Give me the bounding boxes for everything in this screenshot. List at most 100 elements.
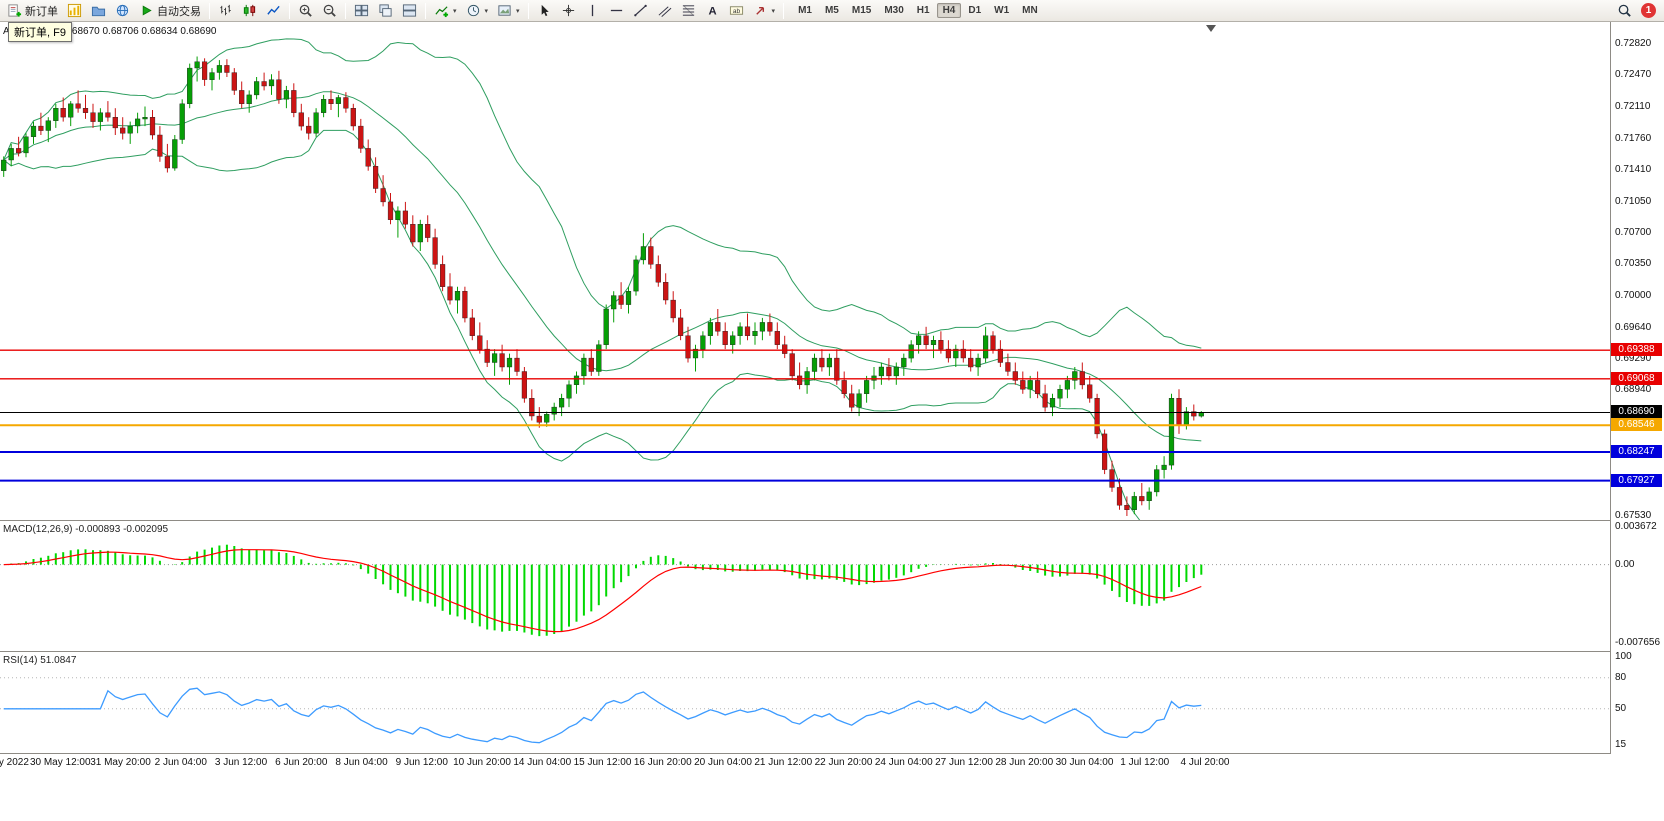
price-axis-label: 0.67530 xyxy=(1615,510,1652,521)
time-axis-label: 8 Jun 04:00 xyxy=(335,757,388,768)
arrows-button[interactable]: ▾ xyxy=(749,1,780,20)
play-icon xyxy=(139,3,154,18)
macd-signal-line xyxy=(3,549,1202,633)
timeframe-H4[interactable]: H4 xyxy=(936,3,962,18)
timeframe-M30[interactable]: M30 xyxy=(884,5,904,16)
timeframe-H1[interactable]: H1 xyxy=(916,5,930,16)
price-axis-label: 0.68940 xyxy=(1615,384,1652,396)
crosshair-button[interactable] xyxy=(557,1,580,20)
tile-horizontal-button[interactable] xyxy=(398,1,421,20)
new-chart-button[interactable] xyxy=(63,1,86,20)
template-image-icon xyxy=(497,3,512,18)
horizontal-line-icon xyxy=(609,3,624,18)
text-button[interactable]: A xyxy=(701,1,724,20)
tile-windows-button[interactable] xyxy=(350,1,373,20)
community-button[interactable] xyxy=(111,1,134,20)
new-order-icon xyxy=(7,3,22,18)
price-tag-0.68690: 0.68690 xyxy=(1611,405,1662,419)
candles[interactable] xyxy=(1,56,1204,517)
price-axis-label: 0.69640 xyxy=(1615,321,1652,333)
cursor-button[interactable] xyxy=(533,1,556,20)
toolbar-separator xyxy=(425,2,426,19)
main-chart-plot[interactable] xyxy=(0,22,1610,520)
periods-button[interactable]: ▾ xyxy=(462,1,493,20)
tile-horizontal-icon xyxy=(402,3,417,18)
svg-text:A: A xyxy=(708,6,716,18)
zoom-in-icon xyxy=(298,3,313,18)
price-axis-label: 0.69290 xyxy=(1615,352,1652,364)
cascade-windows-icon xyxy=(378,3,393,18)
fibonacci-button[interactable] xyxy=(677,1,700,20)
candlestick-icon xyxy=(242,3,257,18)
price-axis-label: 0.71760 xyxy=(1615,132,1652,144)
trendline-button[interactable] xyxy=(629,1,652,20)
time-axis-label: 27 May 2022 xyxy=(0,757,29,768)
macd-axis-label: -0.007656 xyxy=(1615,637,1661,648)
timeframe-D1[interactable]: D1 xyxy=(968,5,982,16)
time-axis-label: 14 Jun 04:00 xyxy=(513,757,572,768)
cursor-arrow-icon xyxy=(537,3,552,18)
chevron-down-icon: ▾ xyxy=(453,7,457,15)
toolbar-separator xyxy=(783,2,785,19)
zoom-in-button[interactable] xyxy=(294,1,317,20)
indicators-button[interactable]: ▾ xyxy=(430,1,461,20)
zoom-out-icon xyxy=(322,3,337,18)
time-axis-label: 22 Jun 20:00 xyxy=(814,757,873,768)
new-order-button[interactable]: 新订单 xyxy=(3,1,62,20)
crosshair-icon xyxy=(561,3,576,18)
rsi-indicator-label: RSI(14) 51.0847 xyxy=(3,655,77,666)
time-axis-label: 31 May 20:00 xyxy=(90,757,151,768)
ohlc-bars-icon xyxy=(218,3,233,18)
time-axis-label: 4 Jul 20:00 xyxy=(1180,757,1230,768)
search-button[interactable] xyxy=(1613,1,1636,20)
toolbar-right-cluster: 1 xyxy=(1613,1,1661,20)
timeframe-M1[interactable]: M1 xyxy=(798,5,812,16)
timeframe-W1[interactable]: W1 xyxy=(994,5,1010,16)
bottom-empty-area xyxy=(0,774,1664,821)
panel-separator[interactable] xyxy=(0,520,1610,521)
rsi-indicator-plot[interactable] xyxy=(0,652,1610,753)
macd-axis-label: 0.003672 xyxy=(1615,521,1657,532)
timeframe-group: M1 M5 M15 M30 H1 H4 D1 W1 MN xyxy=(792,3,1044,18)
text-label-button[interactable]: ab xyxy=(725,1,748,20)
channel-button[interactable] xyxy=(653,1,676,20)
zoom-out-button[interactable] xyxy=(318,1,341,20)
timeframe-M5[interactable]: M5 xyxy=(824,5,839,16)
timeframe-MN[interactable]: MN xyxy=(1022,5,1038,16)
price-axis[interactable]: 0.72820 0.72470 0.72110 0.71760 0.71410 0.710… xyxy=(1611,22,1664,753)
panel-separator[interactable] xyxy=(0,753,1610,754)
time-axis-label: 20 Jun 04:00 xyxy=(694,757,752,768)
bar-chart-button[interactable] xyxy=(214,1,237,20)
timeframe-M15[interactable]: M15 xyxy=(851,5,872,16)
macd-indicator-plot[interactable] xyxy=(0,521,1610,651)
horizontal-line-button[interactable] xyxy=(605,1,628,20)
svg-text:ab: ab xyxy=(732,8,740,15)
time-axis-label: 27 Jun 12:00 xyxy=(935,757,993,768)
vertical-line-button[interactable] xyxy=(581,1,604,20)
panel-separator[interactable] xyxy=(0,651,1610,652)
price-tag-0.68546: 0.68546 xyxy=(1611,418,1662,432)
cascade-windows-button[interactable] xyxy=(374,1,397,20)
time-axis-label: 30 May 12:00 xyxy=(29,757,91,768)
macd-histogram xyxy=(10,544,1203,637)
notification-badge[interactable]: 1 xyxy=(1641,3,1656,18)
price-axis-label: 0.72110 xyxy=(1615,101,1651,113)
chart-shift-marker-icon xyxy=(1206,25,1216,32)
profiles-button[interactable] xyxy=(87,1,110,20)
new-chart-icon xyxy=(67,3,82,18)
candlestick-chart-button[interactable] xyxy=(238,1,261,20)
tile-windows-icon xyxy=(354,3,369,18)
arrow-objects-icon xyxy=(753,3,768,18)
price-axis-label: 0.70700 xyxy=(1615,227,1652,239)
time-axis-label: 28 Jun 20:00 xyxy=(995,757,1054,768)
time-axis-label: 21 Jun 12:00 xyxy=(754,757,813,768)
auto-trading-button[interactable]: 自动交易 xyxy=(135,1,205,20)
clock-icon xyxy=(466,3,481,18)
profiles-folder-icon xyxy=(91,3,106,18)
templates-button[interactable]: ▾ xyxy=(493,1,524,20)
indicators-icon xyxy=(434,3,449,18)
chevron-down-icon: ▾ xyxy=(771,7,776,15)
vertical-line-icon xyxy=(585,3,600,18)
line-chart-button[interactable] xyxy=(262,1,285,20)
